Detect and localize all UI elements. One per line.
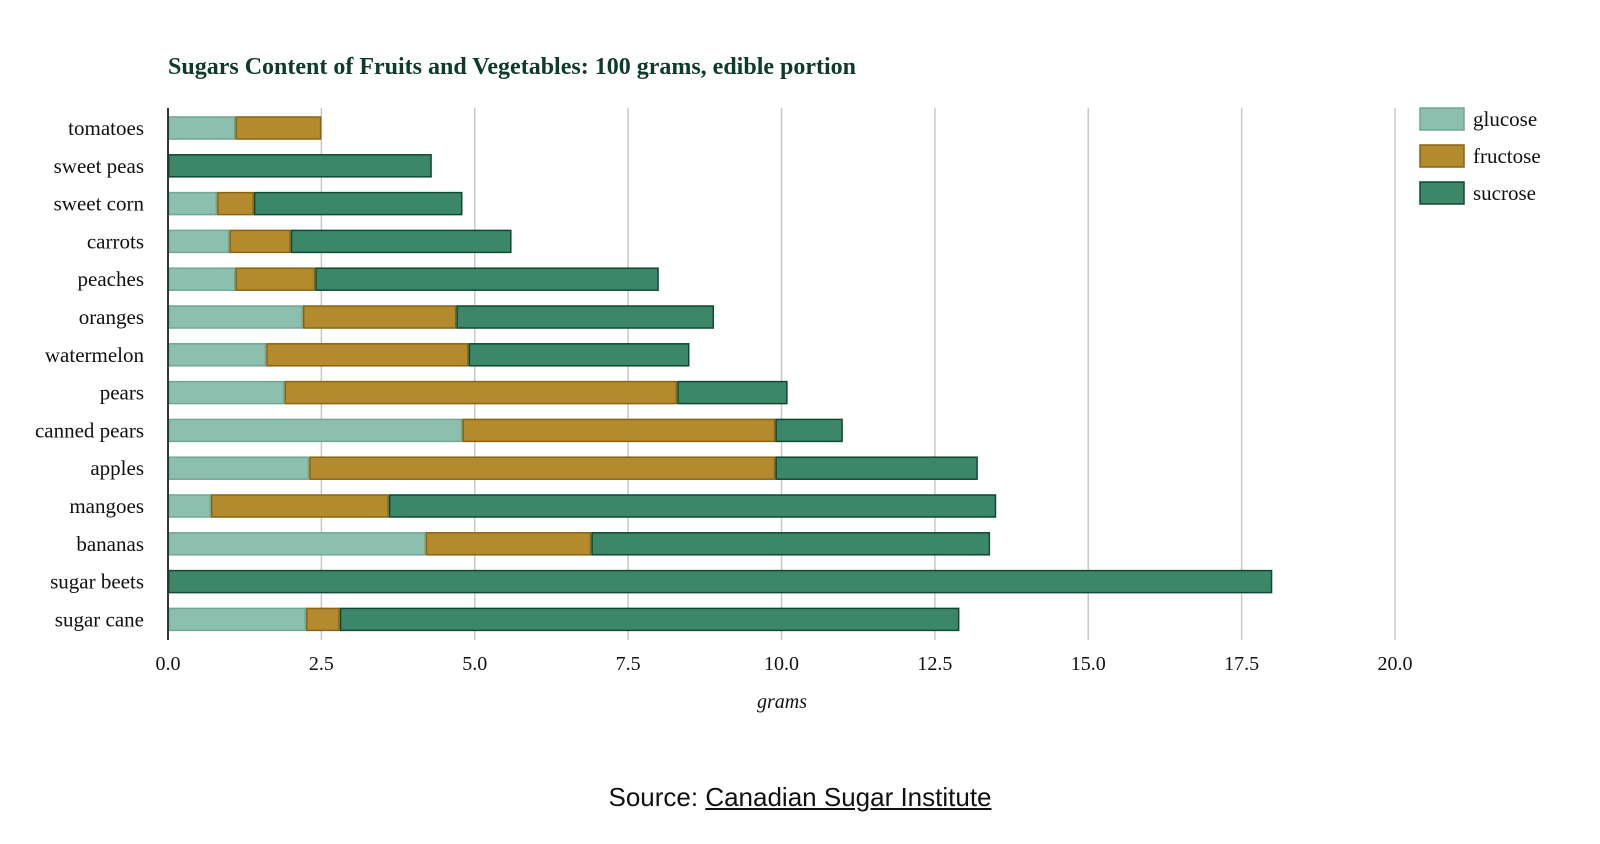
- bar-glucose: [168, 229, 230, 254]
- bar-sucrose: [339, 607, 960, 632]
- bar-glucose: [168, 191, 218, 216]
- bar-sucrose: [168, 569, 1273, 594]
- source-line: Source: Canadian Sugar Institute: [0, 782, 1600, 813]
- category-label: canned pears: [35, 418, 144, 442]
- x-tick-label: 17.5: [1224, 653, 1259, 675]
- legend-swatch-glucose: [1419, 107, 1465, 131]
- category-label: mangoes: [69, 494, 144, 518]
- bars: [168, 116, 1273, 632]
- bar-fructose: [309, 456, 776, 480]
- bar-sucrose: [456, 305, 715, 329]
- category-label: peaches: [78, 267, 144, 291]
- bar-fructose: [306, 607, 340, 632]
- x-tick-label: 10.0: [764, 653, 799, 675]
- bar-fructose: [235, 116, 322, 140]
- legend-label-glucose: glucose: [1473, 107, 1537, 131]
- bar-glucose: [168, 494, 211, 518]
- bar-glucose: [168, 343, 267, 367]
- x-tick-label: 0.0: [156, 653, 181, 675]
- legend-label-fructose: fructose: [1473, 144, 1541, 168]
- chart: Sugars Content of Fruits and Vegetables:…: [35, 54, 1541, 713]
- bar-glucose: [168, 456, 310, 480]
- bar-sucrose: [253, 191, 463, 216]
- bar-glucose: [168, 267, 236, 291]
- gridlines: [320, 108, 1396, 640]
- category-label: sugar beets: [50, 570, 144, 594]
- x-axis-title: grams: [757, 691, 807, 713]
- category-label: tomatoes: [68, 116, 144, 140]
- bar-fructose: [425, 532, 592, 556]
- bar-fructose: [284, 380, 678, 405]
- bar-sucrose: [315, 267, 659, 291]
- x-tick-label: 20.0: [1378, 653, 1413, 675]
- bar-fructose: [302, 305, 457, 329]
- x-tick-label: 15.0: [1071, 653, 1106, 675]
- legend: glucose fructose sucrose: [1419, 107, 1541, 205]
- bar-glucose: [168, 418, 463, 443]
- bar-fructose: [217, 191, 254, 216]
- bar-glucose: [168, 607, 307, 632]
- chart-title: Sugars Content of Fruits and Vegetables:…: [168, 54, 856, 80]
- category-label: apples: [90, 456, 144, 480]
- legend-swatch-fructose: [1419, 144, 1465, 168]
- bar-sucrose: [775, 456, 978, 480]
- bar-sucrose: [290, 229, 512, 254]
- x-tick-labels: 0.0 2.5 5.0 7.5 10.0 12.5 15.0 17.5 20.0: [156, 653, 1413, 675]
- bar-sucrose: [388, 494, 997, 518]
- bar-fructose: [266, 343, 469, 367]
- category-labels: tomatoes sweet peas sweet corn carrots peach…: [35, 116, 145, 631]
- category-label: carrots: [87, 229, 144, 253]
- bar-fructose: [462, 418, 776, 443]
- category-label: oranges: [79, 305, 144, 329]
- x-tick-label: 12.5: [917, 653, 952, 675]
- bar-fructose: [235, 267, 316, 291]
- bar-sucrose: [677, 380, 788, 405]
- bar-fructose: [210, 494, 389, 518]
- bar-fructose: [229, 229, 291, 254]
- bar-glucose: [168, 305, 303, 329]
- source-prefix: Source:: [608, 782, 706, 812]
- source-link[interactable]: Canadian Sugar Institute: [705, 782, 992, 812]
- bar-glucose: [168, 116, 236, 140]
- x-tick-label: 7.5: [616, 653, 641, 675]
- category-label: bananas: [76, 532, 144, 556]
- bar-sucrose: [775, 418, 843, 443]
- category-label: sweet corn: [54, 192, 145, 216]
- category-label: sugar cane: [55, 607, 144, 631]
- legend-swatch-sucrose: [1419, 181, 1465, 205]
- legend-label-sucrose: sucrose: [1473, 181, 1536, 205]
- x-tick-label: 5.0: [462, 653, 487, 675]
- x-tick-label: 2.5: [309, 653, 334, 675]
- bar-sucrose: [168, 154, 432, 178]
- bar-glucose: [168, 532, 426, 556]
- category-label: pears: [100, 381, 144, 405]
- bar-glucose: [168, 380, 285, 405]
- bar-sucrose: [591, 532, 991, 556]
- category-label: watermelon: [45, 343, 145, 367]
- bar-sucrose: [468, 343, 690, 367]
- category-label: sweet peas: [54, 154, 144, 178]
